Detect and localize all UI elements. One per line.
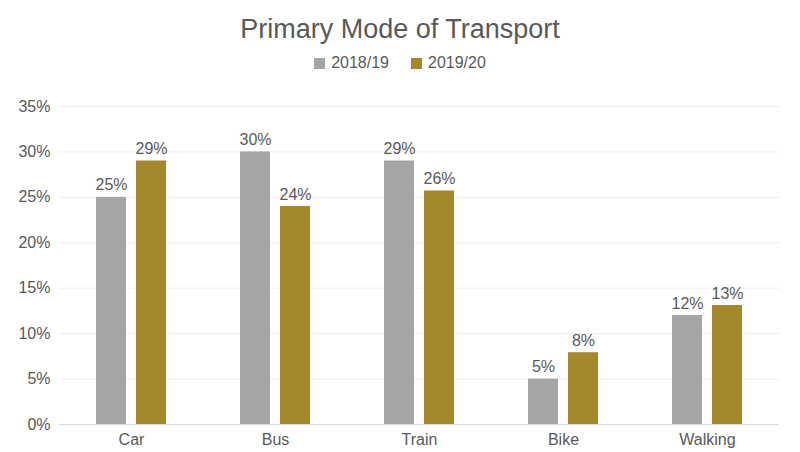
svg-text:20%: 20%: [18, 234, 50, 251]
svg-text:Walking: Walking: [679, 431, 735, 448]
svg-text:29%: 29%: [135, 140, 167, 157]
svg-text:Car: Car: [119, 431, 145, 448]
svg-text:15%: 15%: [18, 279, 50, 296]
svg-text:29%: 29%: [383, 140, 415, 157]
html-text:2018/19: 2018/19: [331, 54, 389, 71]
svg-text:13%: 13%: [711, 285, 743, 302]
html-text:Primary Mode of Transport: Primary Mode of Transport: [240, 14, 560, 44]
svg-text:5%: 5%: [532, 358, 555, 375]
svg-text:24%: 24%: [279, 186, 311, 203]
svg-text:5%: 5%: [27, 370, 50, 387]
html-text:2019/20: 2019/20: [428, 54, 486, 71]
svg-text:30%: 30%: [18, 143, 50, 160]
svg-text:Bus: Bus: [262, 431, 290, 448]
svg-text:35%: 35%: [18, 98, 50, 115]
svg-text:25%: 25%: [95, 176, 127, 193]
svg-text:25%: 25%: [18, 188, 50, 205]
svg-text:12%: 12%: [671, 295, 703, 312]
svg-text:10%: 10%: [18, 325, 50, 342]
svg-text:26%: 26%: [423, 170, 455, 187]
svg-text:Train: Train: [402, 431, 438, 448]
svg-text:0%: 0%: [27, 416, 50, 433]
svg-text:Bike: Bike: [548, 431, 579, 448]
svg-text:30%: 30%: [239, 131, 271, 148]
svg-text:8%: 8%: [572, 332, 595, 349]
